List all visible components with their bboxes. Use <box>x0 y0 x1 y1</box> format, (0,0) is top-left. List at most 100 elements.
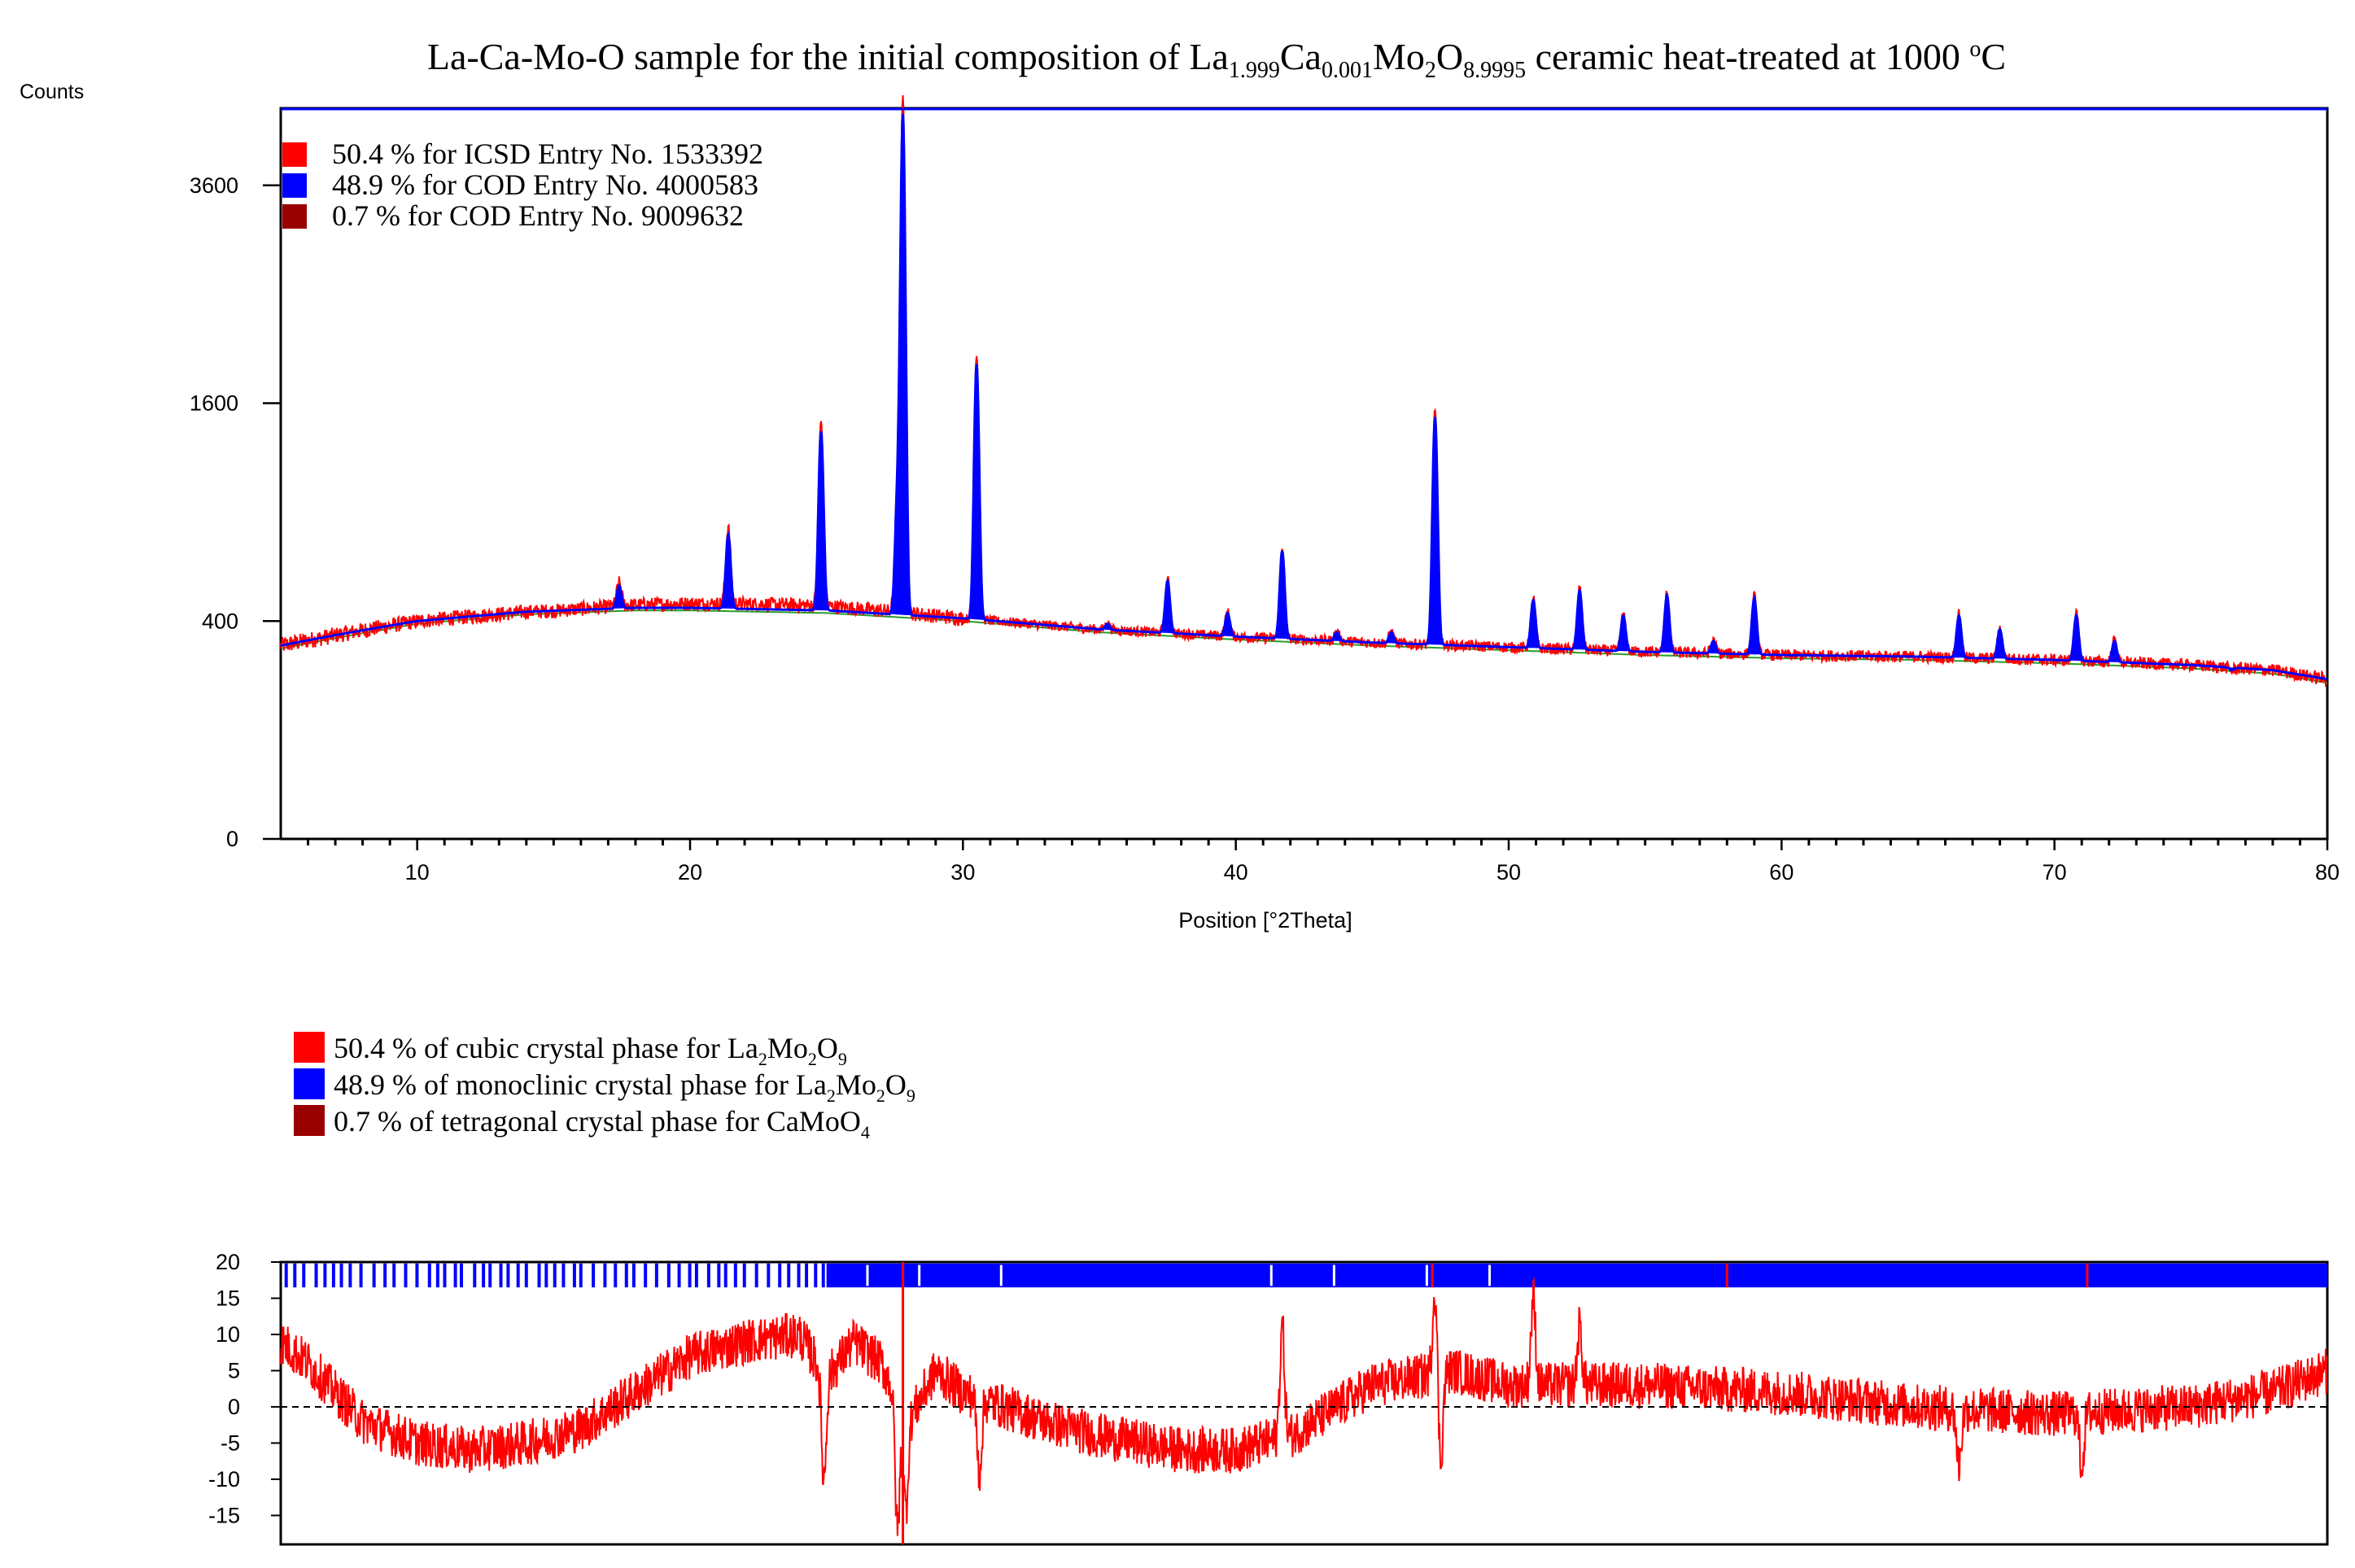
phase-formula-element: Mo <box>836 1068 876 1101</box>
phase-formula-element: La <box>727 1032 758 1064</box>
phase-text: 0.7 % of tetragonal crystal phase for <box>334 1105 767 1138</box>
calculated-peak-15 <box>1570 590 1589 650</box>
calculated-peak-25 <box>2222 666 2242 670</box>
calculated-peak-2 <box>719 535 738 609</box>
calculated-peak-9 <box>1217 613 1238 637</box>
calculated-intensity-line <box>280 113 2327 681</box>
x-tick-label: 80 <box>2315 860 2340 884</box>
difference-y-tick-label: 10 <box>216 1322 240 1347</box>
phase-text: 48.9 % of monoclinic crystal phase for <box>334 1068 796 1101</box>
difference-y-axis-ticks: 20 15 10 5 0 -5 -10 -15 <box>208 1250 281 1527</box>
phase-legend-swatch <box>294 1032 325 1063</box>
title-superscript: o <box>1969 37 1981 62</box>
legend-swatch <box>282 204 307 229</box>
legend-swatch <box>282 173 307 198</box>
phase-formula-subscript: 4 <box>861 1122 870 1142</box>
legend-label: 48.9 % for COD Entry No. 4000583 <box>332 168 758 201</box>
phase-formula-element: O <box>817 1032 838 1064</box>
calculated-peak-16 <box>1614 615 1633 652</box>
difference-y-tick-label: 0 <box>228 1395 240 1419</box>
phase-formula-element: Mo <box>767 1032 808 1064</box>
calculated-peak-5 <box>893 113 913 616</box>
x-tick-label: 70 <box>2043 860 2067 884</box>
title-text: ceramic heat-treated at 1000 <box>1526 36 1969 77</box>
calculated-peak-18 <box>1703 640 1724 654</box>
legend-label: 0.7 % for COD Entry No. 9009632 <box>332 199 744 232</box>
title-element: La <box>1189 36 1229 77</box>
difference-y-tick-label: -5 <box>221 1430 240 1455</box>
phase-legend-label: 0.7 % of tetragonal crystal phase for Ca… <box>334 1105 870 1142</box>
phase-legend-label: 48.9 % of monoclinic crystal phase for L… <box>334 1068 915 1106</box>
calculated-peak-21 <box>1990 629 2010 659</box>
phase-legend: 50.4 % of cubic crystal phase for La2​Mo… <box>294 1032 915 1142</box>
x-tick-label: 20 <box>678 860 702 884</box>
calculated-peak-1 <box>610 585 629 609</box>
title-element: O <box>1436 36 1463 77</box>
calculated-pattern-layer <box>280 107 2327 681</box>
phase-formula-element: O <box>885 1068 907 1101</box>
phase-formula-subscript: 2 <box>876 1085 885 1106</box>
calculated-peak-22 <box>2066 615 2086 662</box>
title-text: La-Ca-Mo-O sample for the initial compos… <box>427 36 1189 77</box>
difference-plot-frame <box>279 1260 2329 1546</box>
difference-y-tick-label: 5 <box>228 1358 240 1382</box>
calculated-peak-3 <box>811 431 831 611</box>
phase-legend-swatch <box>294 1068 325 1099</box>
phase-formula-subscript: 2 <box>827 1085 836 1106</box>
reflection-position-markers <box>284 1263 2327 1288</box>
phase-formula-element: CaMoO <box>767 1105 861 1138</box>
main-plot-area: 10 20 30 40 50 60 70 80 0 400 1600 3600 50.4 % for… <box>190 95 2340 884</box>
x-tick-label: 60 <box>1769 860 1794 884</box>
phase-formula-subscript: 2 <box>758 1049 767 1069</box>
phase-text: 50.4 % of cubic crystal phase for <box>334 1032 727 1064</box>
calculated-peak-23 <box>2104 640 2125 663</box>
calculated-peak-14 <box>1523 600 1543 649</box>
y-axis-label: Counts <box>20 81 84 103</box>
y-tick-label: 400 <box>202 609 238 633</box>
calculated-peak-20 <box>1949 615 1968 658</box>
phase-formula-subscript: 9 <box>907 1085 915 1106</box>
difference-y-tick-label: 15 <box>216 1286 240 1310</box>
phase-legend-label: 50.4 % of cubic crystal phase for La2​Mo… <box>334 1032 847 1069</box>
calculated-peak-19 <box>1745 597 1764 655</box>
title-subscript: 2 <box>1425 58 1436 83</box>
difference-plot-area: 20 15 10 5 0 -5 -10 -15 <box>208 1250 2329 1546</box>
title-subscript: 8.9995 <box>1463 58 1526 83</box>
title-unit: C <box>1981 36 2006 77</box>
legend-label: 50.4 % for ICSD Entry No. 1533392 <box>332 138 763 170</box>
x-tick-label: 30 <box>950 860 975 884</box>
x-tick-label: 50 <box>1496 860 1521 884</box>
y-axis-ticks: 0 400 1600 3600 <box>190 173 281 851</box>
calculated-peak-6 <box>967 364 986 621</box>
difference-y-tick-label: -10 <box>208 1467 240 1492</box>
title-subscript: 0.001 <box>1322 58 1373 83</box>
title-subscript: 1.999 <box>1229 58 1280 83</box>
difference-curve-layer <box>280 1262 2328 1544</box>
y-tick-label: 1600 <box>190 391 238 416</box>
x-tick-label: 40 <box>1224 860 1248 884</box>
chart-title: La-Ca-Mo-O sample for the initial compos… <box>427 36 2006 83</box>
reflection-marker-band <box>826 1263 2327 1288</box>
title-element: Ca <box>1280 36 1322 77</box>
title-element: Mo <box>1373 36 1425 77</box>
x-tick-label: 10 <box>405 860 430 884</box>
calculated-peak-11 <box>1327 632 1347 642</box>
phase-legend-swatch <box>294 1105 325 1136</box>
calculated-peak-8 <box>1158 581 1178 634</box>
x-axis-label: Position [°2Theta] <box>1178 908 1352 933</box>
x-axis-ticks: 10 20 30 40 50 60 70 80 <box>307 839 2340 884</box>
difference-y-tick-label: 20 <box>216 1250 240 1274</box>
phase-formula-element: La <box>796 1068 827 1101</box>
y-tick-label: 0 <box>226 827 238 851</box>
difference-curve <box>280 1277 2328 1536</box>
calculated-peak-7 <box>1098 623 1117 631</box>
calculated-peak-10 <box>1272 550 1292 640</box>
difference-y-tick-label: -15 <box>208 1503 240 1527</box>
legend-swatch <box>282 142 307 167</box>
calculated-peak-13 <box>1425 417 1445 645</box>
calculated-peak-17 <box>1657 595 1677 653</box>
y-tick-label: 3600 <box>190 173 238 198</box>
